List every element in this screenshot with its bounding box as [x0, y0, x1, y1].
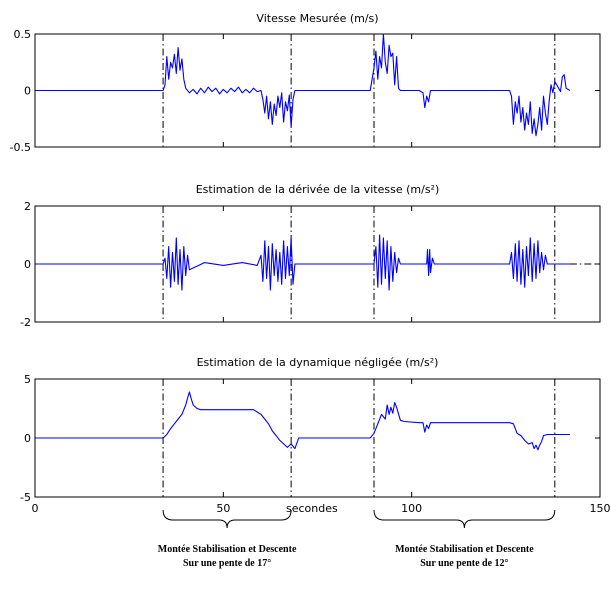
- x-tick-label: 0: [32, 502, 39, 515]
- y-tick-label: 0: [24, 85, 31, 98]
- annotation-line2: Sur une pente de 12°: [420, 558, 508, 569]
- series-line: [35, 391, 570, 451]
- x-tick-label: 100: [401, 502, 422, 515]
- series-line: [35, 234, 570, 291]
- panel-3: Estimation de la dynamique négligée (m/s…: [20, 356, 610, 569]
- x-tick-label: 150: [590, 502, 611, 515]
- y-tick-label: 0: [24, 432, 31, 445]
- panel-title: Estimation de la dynamique négligée (m/s…: [197, 356, 439, 369]
- y-tick-label: 5: [24, 373, 31, 386]
- y-tick-label: 0.5: [14, 28, 32, 41]
- y-tick-label: 2: [24, 200, 31, 213]
- annotation-brace: [373, 509, 556, 529]
- annotation-line1: Montée Stabilisation et Descente: [158, 544, 297, 555]
- x-axis-label: secondes: [286, 502, 338, 515]
- panel-2: Estimation de la dérivée de la vitesse (…: [20, 183, 601, 329]
- series-line: [35, 33, 571, 137]
- annotation-brace: [162, 509, 292, 529]
- annotation-line2: Sur une pente de 17°: [183, 558, 271, 569]
- y-tick-label: 0: [24, 258, 31, 271]
- panel-title: Vitesse Mesurée (m/s): [256, 12, 378, 25]
- y-tick-label: -5: [20, 491, 31, 504]
- y-tick-label: -0.5: [10, 141, 31, 154]
- x-tick-label: 50: [216, 502, 230, 515]
- y-tick-label: -2: [20, 316, 31, 329]
- panel-1: Vitesse Mesurée (m/s) 0.5 0 -0.5: [10, 12, 601, 154]
- panel-title: Estimation de la dérivée de la vitesse (…: [196, 183, 440, 196]
- annotation-line1: Montée Stabilisation et Descente: [395, 544, 534, 555]
